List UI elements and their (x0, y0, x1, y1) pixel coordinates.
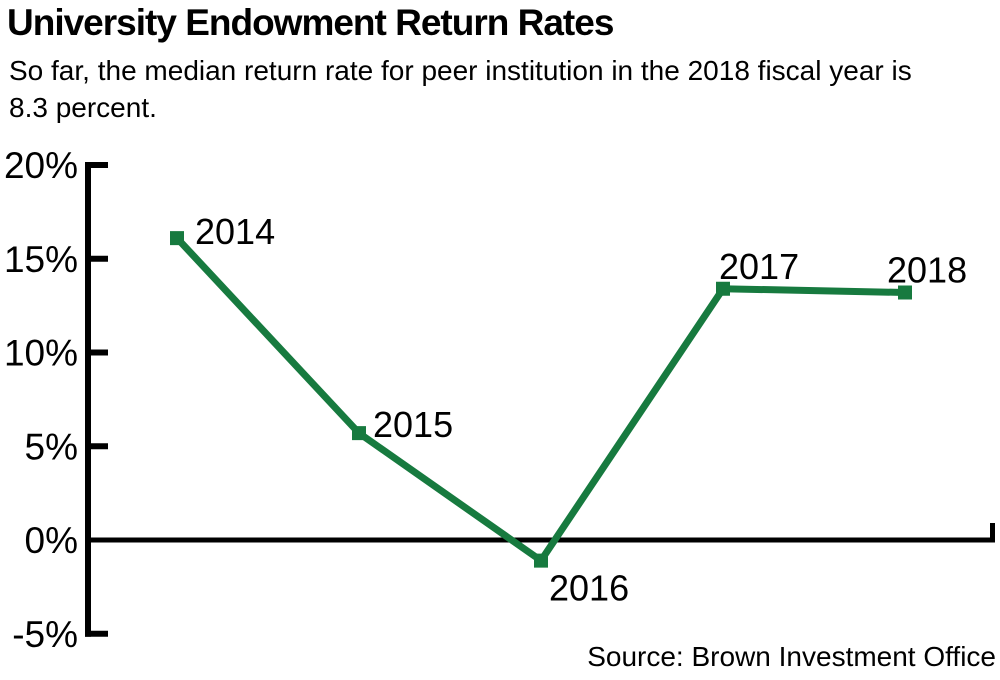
data-point-marker (170, 231, 184, 246)
data-point-label: 2018 (887, 250, 967, 291)
chart-subtitle: So far, the median return rate for peer … (9, 55, 912, 123)
data-point-marker (534, 553, 548, 568)
data-point-marker (352, 426, 366, 441)
data-point-label: 2015 (373, 404, 453, 445)
y-tick-label: 5% (25, 426, 78, 467)
data-point-label: 2016 (549, 568, 629, 609)
zero-baseline (85, 523, 995, 543)
source-credit: Source: Brown Investment Office (587, 641, 996, 672)
data-point-label: 2017 (719, 246, 799, 287)
y-tick-label: 20% (4, 145, 78, 186)
y-tick-label: 10% (4, 333, 78, 374)
chart-title: University Endowment Return Rates (7, 2, 614, 43)
y-tick-label: 15% (4, 239, 78, 280)
y-tick-label: 0% (25, 520, 78, 561)
y-tick-label: -5% (12, 614, 78, 655)
data-point-marker (716, 281, 730, 296)
data-point-marker (898, 285, 912, 300)
data-point-label: 2014 (195, 211, 275, 252)
